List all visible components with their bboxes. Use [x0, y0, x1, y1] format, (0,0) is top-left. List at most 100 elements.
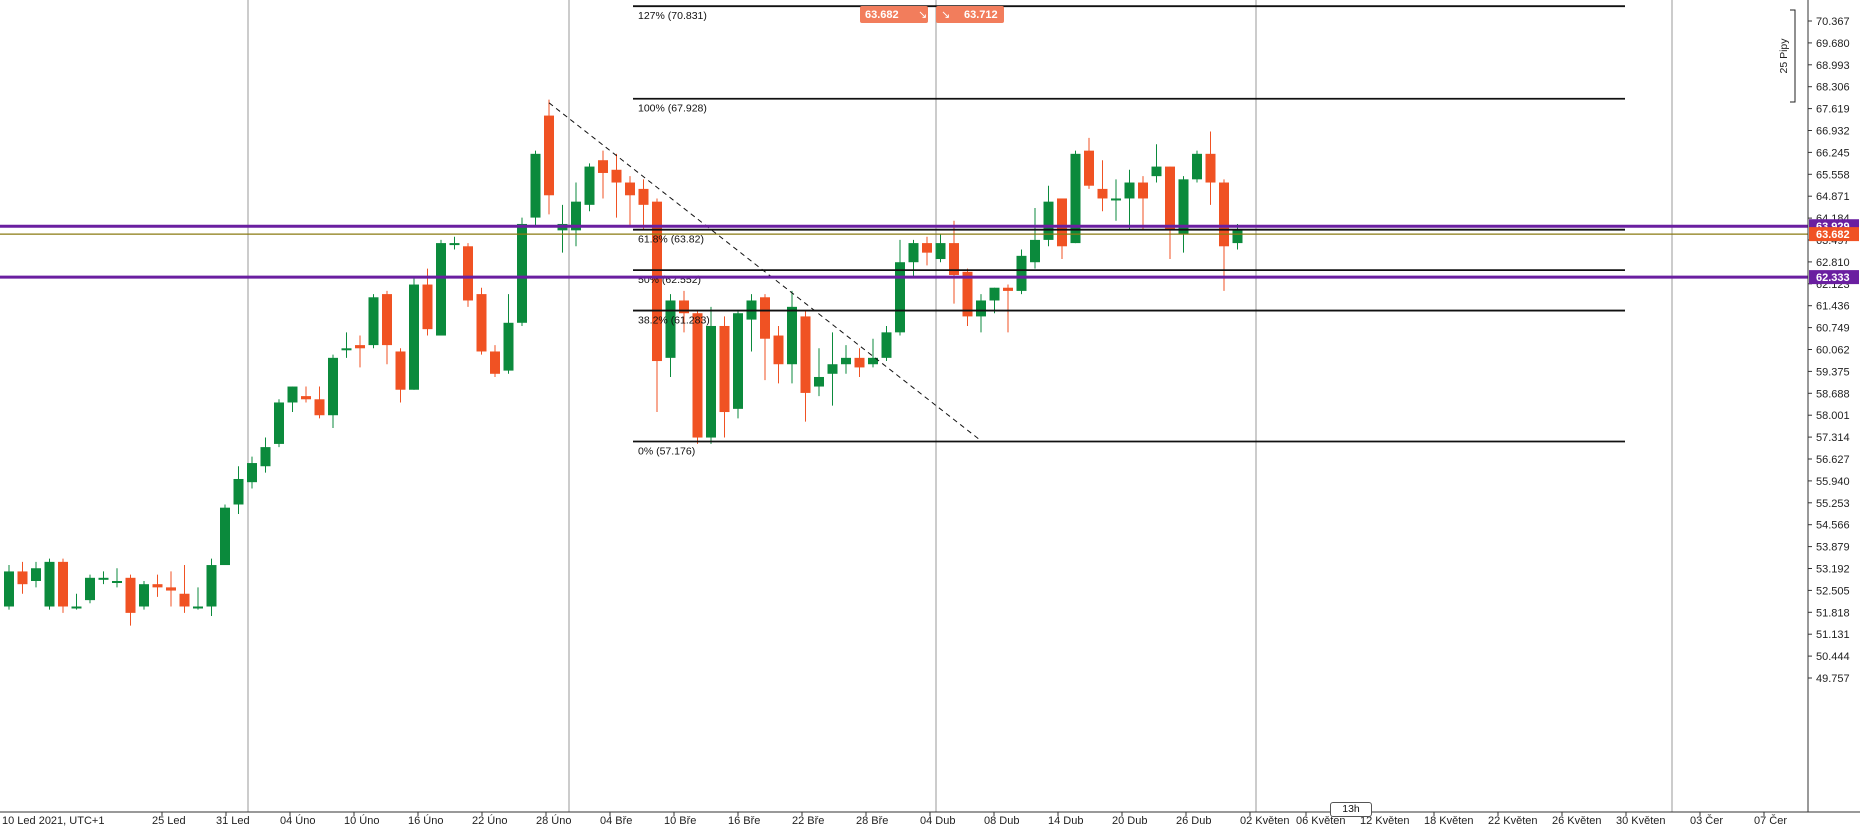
bearish-candle-body[interactable]: [679, 300, 689, 314]
candlestick[interactable]: [517, 217, 527, 326]
candlestick[interactable]: [1084, 137, 1094, 189]
candlestick[interactable]: [638, 179, 649, 231]
candlestick[interactable]: [1205, 131, 1216, 205]
bearish-candle-body[interactable]: [125, 577, 136, 613]
bearish-candle-body[interactable]: [490, 351, 500, 374]
candlestick[interactable]: [544, 99, 554, 215]
candlestick[interactable]: [665, 294, 676, 377]
candlestick[interactable]: [179, 565, 190, 613]
bullish-candle-body[interactable]: [328, 357, 338, 416]
bullish-candle-body[interactable]: [571, 201, 581, 231]
bullish-candle-body[interactable]: [449, 243, 460, 246]
candlestick[interactable]: [625, 176, 635, 228]
candlestick[interactable]: [611, 153, 622, 218]
bullish-candle-body[interactable]: [409, 284, 419, 390]
candlestick[interactable]: [166, 571, 176, 607]
candlestick[interactable]: [490, 345, 500, 377]
bullish-candle-body[interactable]: [287, 386, 298, 403]
bullish-candle-body[interactable]: [1192, 153, 1202, 180]
bearish-candle-body[interactable]: [1138, 182, 1148, 199]
candlestick[interactable]: [1178, 176, 1189, 253]
candlestick[interactable]: [4, 565, 14, 610]
current-price-tag[interactable]: 63.682: [1809, 227, 1859, 242]
candlestick[interactable]: [1138, 176, 1148, 231]
candlestick[interactable]: [571, 182, 581, 247]
bullish-candle-body[interactable]: [706, 325, 716, 438]
bearish-candle-body[interactable]: [854, 357, 865, 368]
bearish-candle-body[interactable]: [1165, 166, 1175, 231]
bullish-candle-body[interactable]: [4, 571, 14, 607]
bullish-candle-body[interactable]: [85, 577, 95, 601]
candlestick[interactable]: [841, 345, 851, 374]
candlestick[interactable]: [301, 386, 311, 403]
candlestick[interactable]: [949, 220, 959, 304]
candlestick[interactable]: [868, 338, 878, 368]
bearish-candle-body[interactable]: [544, 115, 554, 196]
top-badges-layer[interactable]: 63.682 ↘ 63.712 ↘: [860, 6, 1004, 23]
bullish-candle-body[interactable]: [206, 565, 217, 607]
candlestick[interactable]: [598, 150, 608, 199]
bullish-candle-body[interactable]: [247, 463, 257, 483]
candlestick[interactable]: [935, 233, 946, 263]
candlestick[interactable]: [233, 466, 244, 515]
bearish-candle-body[interactable]: [58, 561, 68, 607]
candlestick[interactable]: [422, 268, 433, 336]
bullish-candle-body[interactable]: [31, 568, 41, 581]
candlestick[interactable]: [1192, 150, 1202, 183]
candlestick[interactable]: [206, 558, 217, 617]
candlestick[interactable]: [908, 239, 919, 279]
bearish-candle-body[interactable]: [355, 345, 365, 349]
bullish-candle-body[interactable]: [787, 306, 797, 365]
candlestick[interactable]: [382, 290, 392, 365]
drawn-lines-layer[interactable]: [0, 102, 1808, 442]
candlestick[interactable]: [247, 456, 257, 489]
candlestick[interactable]: [314, 386, 325, 419]
bearish-candle-body[interactable]: [382, 294, 392, 346]
candlestick[interactable]: [368, 294, 379, 349]
candlestick[interactable]: [58, 558, 68, 613]
candlestick[interactable]: [463, 243, 473, 307]
bullish-candle-body[interactable]: [935, 243, 946, 260]
candlestick[interactable]: [827, 332, 838, 406]
candlestick[interactable]: [814, 348, 824, 397]
candlestick[interactable]: [800, 310, 811, 422]
bearish-candle-body[interactable]: [1219, 182, 1229, 247]
bearish-candle-body[interactable]: [773, 335, 784, 365]
candlestick[interactable]: [125, 574, 136, 626]
candlestick[interactable]: [139, 580, 149, 610]
bearish-candle-body[interactable]: [179, 593, 190, 607]
candlestick[interactable]: [760, 294, 770, 381]
bullish-candle-body[interactable]: [233, 478, 244, 505]
bullish-candle-body[interactable]: [1043, 201, 1054, 240]
bullish-candle-body[interactable]: [44, 561, 55, 607]
candlestick[interactable]: [719, 316, 730, 438]
price-badge[interactable]: 63.682 ↘: [860, 6, 928, 23]
candlestick[interactable]: [787, 290, 797, 384]
bullish-candle-body[interactable]: [517, 223, 527, 323]
fibonacci-retracement-tool[interactable]: 127% (70.831)100% (67.928)61.8% (63.82)5…: [633, 5, 1625, 457]
candlestick[interactable]: [409, 278, 419, 390]
candlestick[interactable]: [530, 150, 541, 228]
bearish-candle-body[interactable]: [719, 325, 730, 413]
dashed-trendline[interactable]: [548, 102, 982, 442]
bullish-candle-body[interactable]: [1124, 182, 1135, 199]
candlestick[interactable]: [854, 348, 865, 377]
candlestick[interactable]: [98, 571, 109, 585]
bullish-candle-body[interactable]: [193, 606, 203, 609]
bullish-candle-body[interactable]: [1070, 153, 1081, 244]
bearish-candle-body[interactable]: [625, 182, 635, 196]
candlestick[interactable]: [31, 561, 41, 588]
candlestick[interactable]: [112, 568, 122, 588]
bullish-candle-body[interactable]: [665, 300, 676, 358]
candlestick[interactable]: [44, 558, 55, 610]
candlestick[interactable]: [328, 354, 338, 428]
price-badge[interactable]: 63.712 ↘: [936, 6, 1004, 23]
bullish-candle-body[interactable]: [98, 577, 109, 580]
bullish-candle-body[interactable]: [989, 287, 1000, 301]
bullish-candle-body[interactable]: [881, 332, 892, 358]
candlestick[interactable]: [584, 163, 595, 212]
bullish-candle-body[interactable]: [841, 357, 851, 365]
candlestick[interactable]: [1043, 185, 1054, 247]
